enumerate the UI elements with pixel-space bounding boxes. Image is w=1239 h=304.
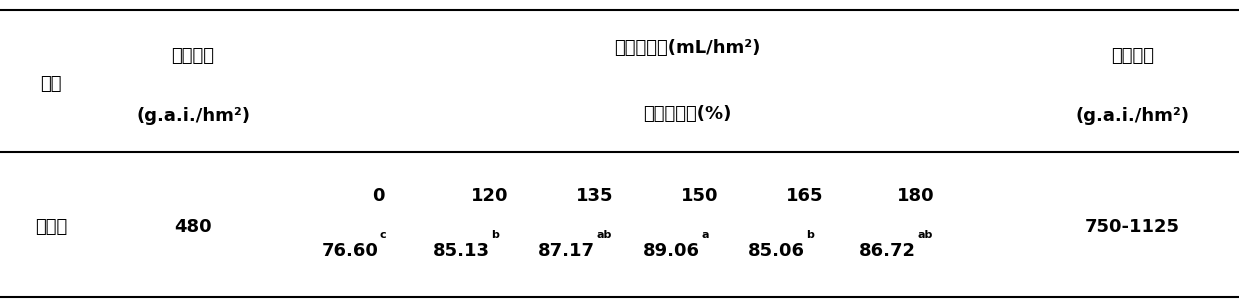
Text: 87.17: 87.17 — [538, 242, 595, 260]
Text: ab: ab — [917, 230, 933, 240]
Text: 0: 0 — [372, 187, 384, 205]
Text: 85.06: 85.06 — [748, 242, 805, 260]
Text: 安融乐剂量(mL/hm²): 安融乐剂量(mL/hm²) — [615, 39, 761, 57]
Text: 750-1125: 750-1125 — [1085, 218, 1180, 236]
Text: 135: 135 — [576, 187, 613, 205]
Text: 药剂: 药剂 — [40, 75, 62, 93]
Text: 76.60: 76.60 — [322, 242, 378, 260]
Text: ab: ab — [596, 230, 611, 240]
Text: 86.72: 86.72 — [859, 242, 916, 260]
Text: 85.13: 85.13 — [432, 242, 489, 260]
Text: (g.a.i./hm²): (g.a.i./hm²) — [136, 107, 250, 125]
Text: 120: 120 — [471, 187, 508, 205]
Text: 165: 165 — [787, 187, 824, 205]
Text: 180: 180 — [897, 187, 935, 205]
Text: 150: 150 — [681, 187, 719, 205]
Text: 推荐剂量: 推荐剂量 — [1111, 47, 1154, 65]
Text: (g.a.i./hm²): (g.a.i./hm²) — [1075, 107, 1189, 125]
Text: b: b — [491, 230, 499, 240]
Text: 89.06: 89.06 — [643, 242, 700, 260]
Text: 480: 480 — [175, 218, 212, 236]
Text: 鲜重抑制率(%): 鲜重抑制率(%) — [643, 105, 732, 123]
Text: 药剂剂量: 药剂剂量 — [171, 47, 214, 65]
Text: c: c — [379, 230, 387, 240]
Text: b: b — [807, 230, 814, 240]
Text: 异丙隆: 异丙隆 — [35, 218, 67, 236]
Text: a: a — [701, 230, 709, 240]
